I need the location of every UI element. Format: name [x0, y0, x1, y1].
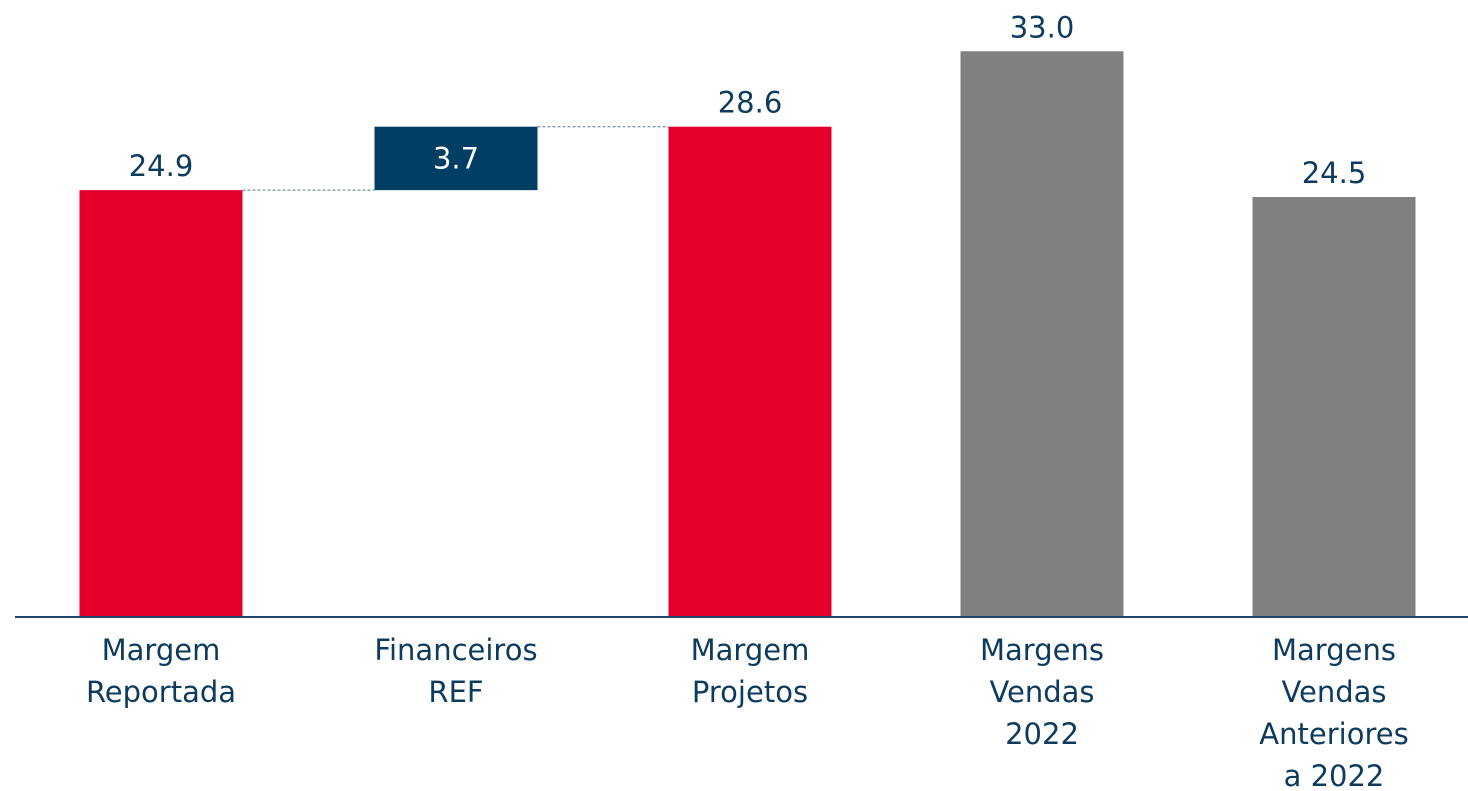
bar [1252, 197, 1416, 617]
bar [374, 126, 538, 191]
value-label: 24.5 [1302, 156, 1367, 190]
value-label: 28.6 [718, 86, 783, 120]
x-tick-label: Margem Projetos [691, 633, 810, 709]
x-tick-label: Margens Vendas Anteriores a 2022 [1259, 633, 1408, 791]
value-label: 33.0 [1010, 10, 1075, 44]
value-label: 24.9 [129, 149, 194, 183]
bar [668, 126, 832, 617]
x-tick-label: Margem Reportada [86, 633, 236, 709]
bar [79, 190, 243, 617]
x-tick-label: Margens Vendas 2022 [980, 633, 1104, 751]
x-tick-label: Financeiros REF [374, 633, 537, 709]
bar [960, 51, 1124, 618]
value-label: 3.7 [433, 141, 479, 175]
